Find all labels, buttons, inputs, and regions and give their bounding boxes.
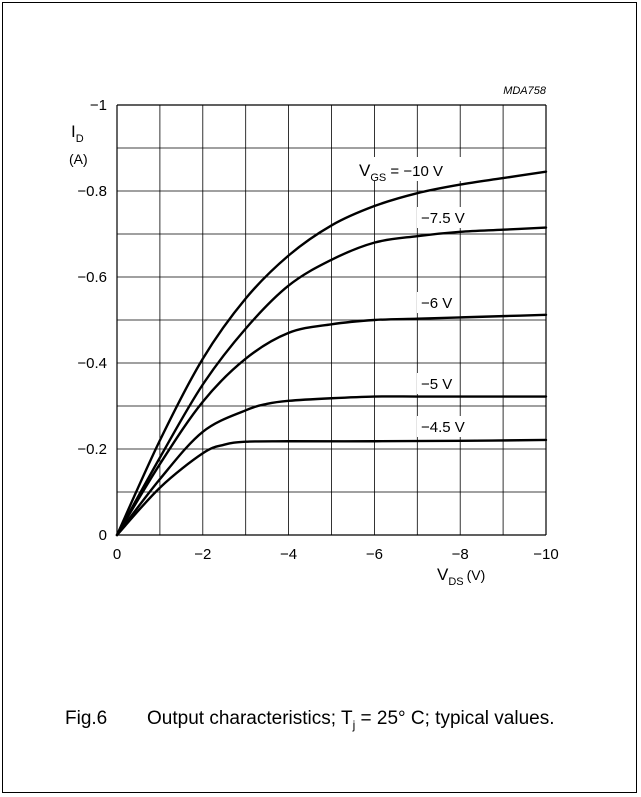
y-axis-title: ID (71, 122, 84, 145)
y-tick-label: −0.6 (77, 269, 107, 286)
tick-labels: 0 −2 −4 −6 −8 −10 0 −0.2 −0.4 −0.6 −0.8 −1 (77, 97, 558, 563)
series-label-vgs-5: −5 V (421, 376, 452, 393)
x-tick-label: −4 (280, 546, 297, 563)
curve-label-background (417, 292, 457, 313)
series-line-1 (115, 226, 548, 537)
x-tick-label: 0 (113, 546, 121, 563)
series-label-vgs-7-5: −7.5 V (421, 210, 465, 227)
output-characteristics-chart: 0 −2 −4 −6 −8 −10 0 −0.2 −0.4 −0.6 −0.8 −1 MDA758 I… (69, 85, 559, 588)
curve-labels: VGS = −10 V −7.5 V −6 V −5 V −4.5 V (355, 157, 477, 437)
curves (115, 170, 548, 537)
series-line-0 (115, 170, 548, 537)
x-tick-label: −6 (366, 546, 383, 563)
y-axis-unit: (A) (69, 151, 88, 167)
figure-caption-text: Output characteristics; Tj = 25° C; typi… (147, 708, 555, 732)
y-axis-symbol: I (71, 122, 76, 141)
x-tick-label: −10 (533, 546, 558, 563)
y-tick-label: 0 (99, 527, 107, 544)
series-label-vgs-10: VGS = −10 V (359, 161, 443, 184)
curve-label-background (355, 157, 471, 181)
figure-id: MDA758 (503, 85, 547, 97)
y-axis-subscript: D (76, 133, 84, 145)
y-tick-label: −0.2 (77, 441, 107, 458)
x-tick-label: −8 (452, 546, 469, 563)
figure-number: Fig.6 (65, 708, 108, 729)
y-tick-label: −0.4 (77, 355, 107, 372)
y-tick-label: −0.8 (77, 183, 107, 200)
series-label-vgs-4-5: −4.5 V (421, 419, 465, 436)
series-line-3 (115, 395, 548, 537)
grid (116, 104, 547, 536)
x-tick-label: −2 (194, 546, 211, 563)
curve-label-background (417, 207, 475, 228)
x-axis-subscript: DS (448, 576, 463, 588)
curve-label-background (417, 416, 477, 437)
series-line-4 (115, 438, 548, 537)
x-axis-title: VDS (V) (437, 565, 485, 588)
y-tick-label: −1 (90, 97, 107, 114)
x-axis-symbol: V (437, 565, 449, 584)
series-line-2 (115, 313, 548, 537)
series-label-vgs-6: −6 V (421, 295, 452, 312)
curve-label-background (417, 373, 457, 394)
x-axis-unit: (V) (467, 567, 486, 583)
